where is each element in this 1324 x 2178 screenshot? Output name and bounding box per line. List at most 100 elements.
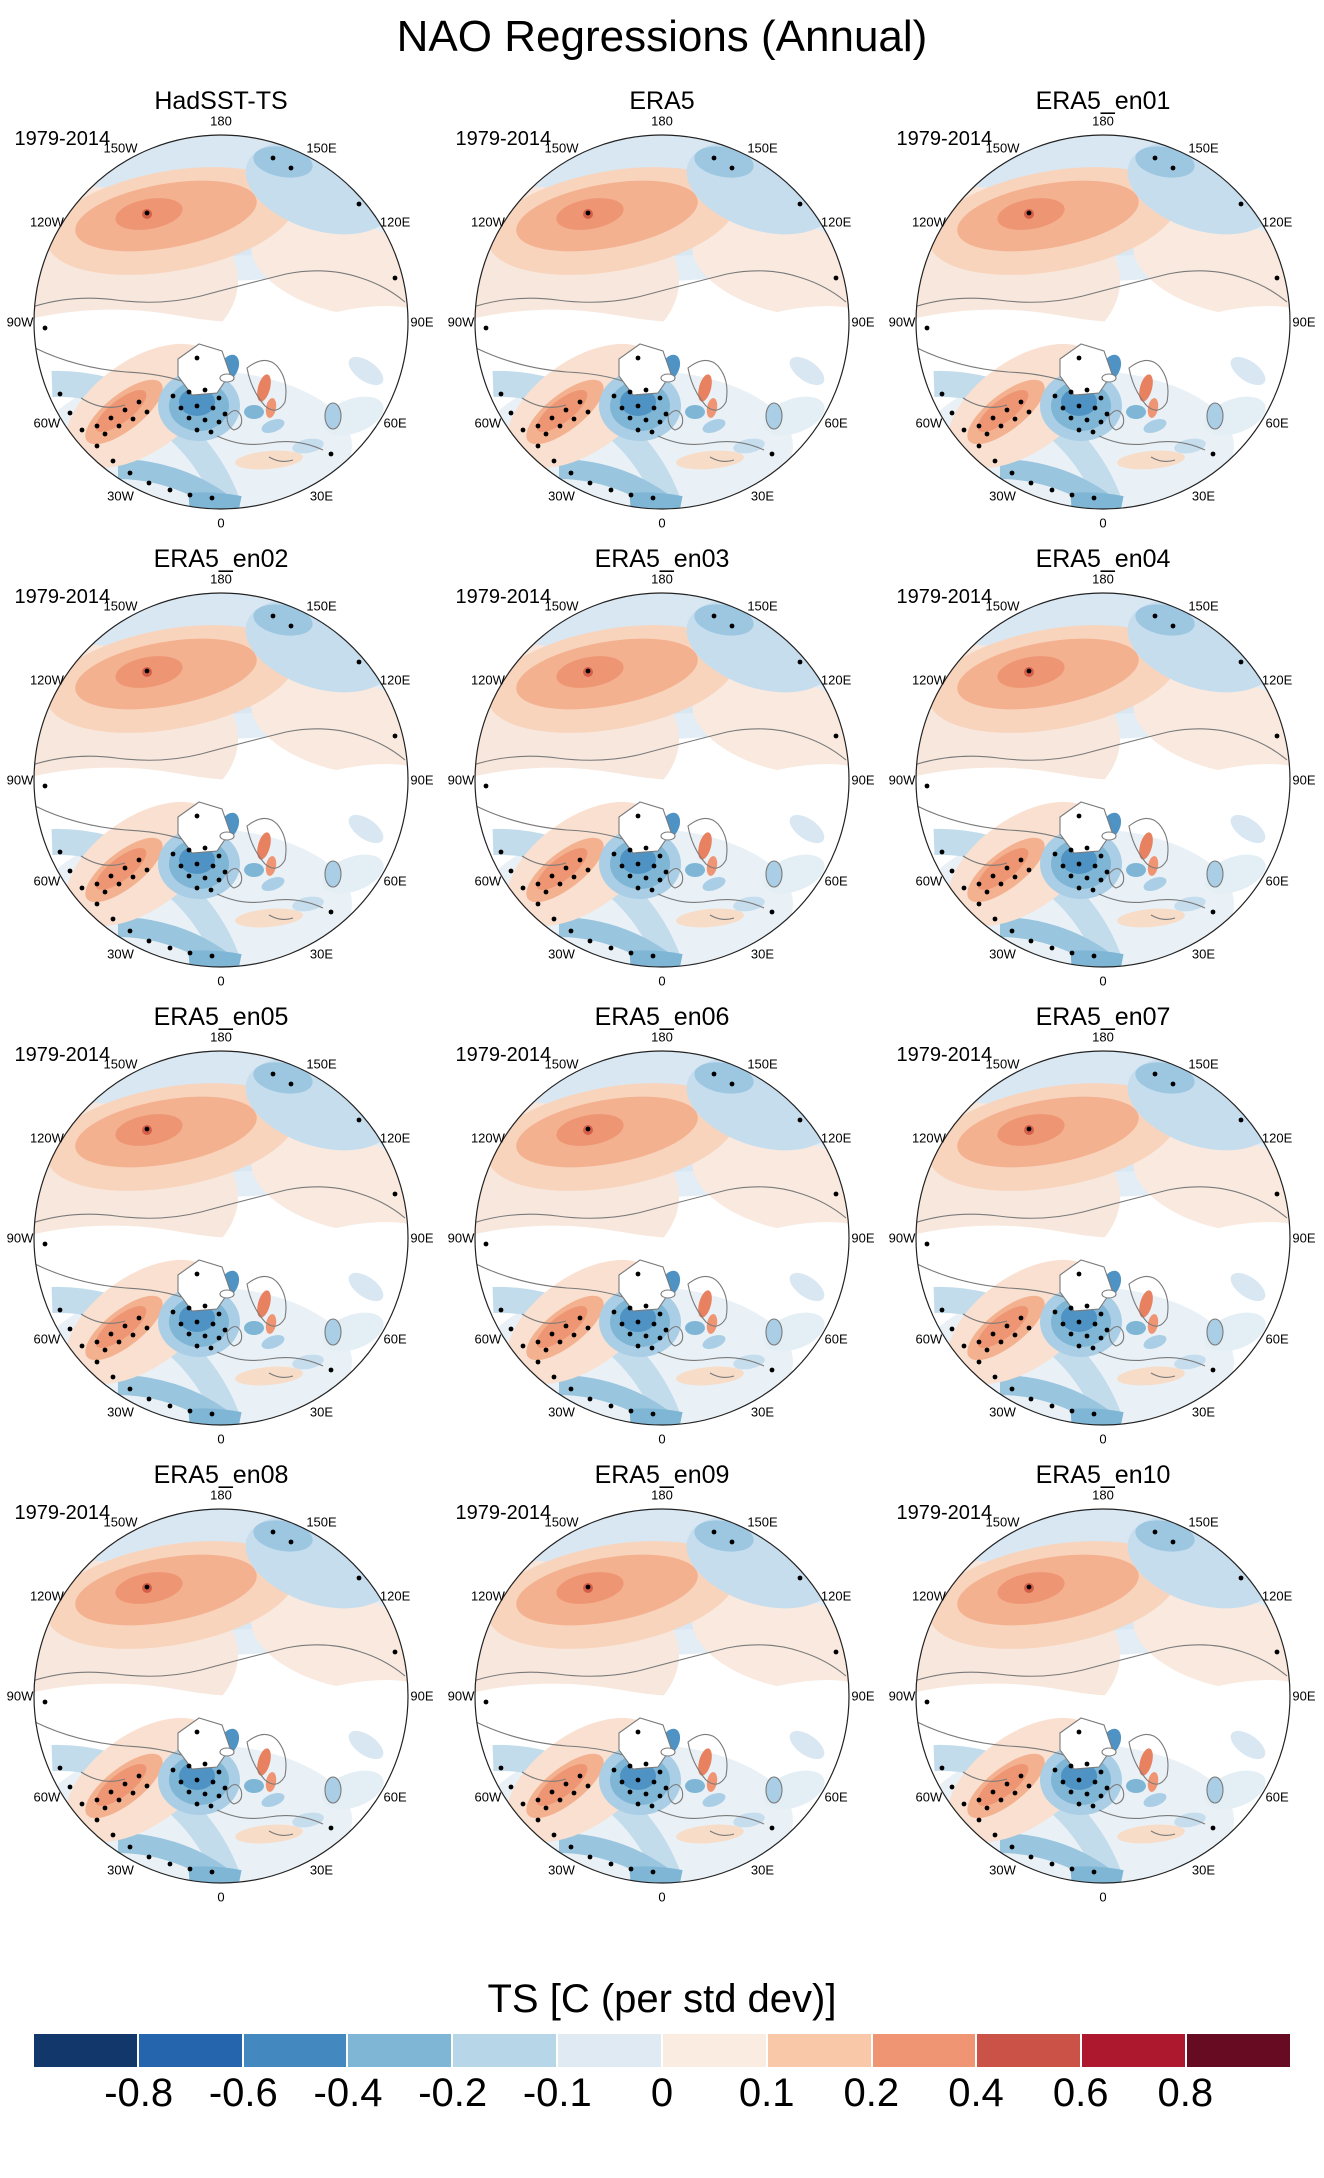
- longitude-label: 90W: [447, 1688, 475, 1704]
- longitude-label: 150E: [1188, 598, 1219, 614]
- colorbar-segment: [243, 2034, 349, 2067]
- longitude-label: 90E: [1292, 314, 1316, 330]
- polar-map: [21, 574, 421, 986]
- longitude-label: 0: [1099, 1889, 1107, 1905]
- longitude-label: 90W: [447, 314, 475, 330]
- longitude-label: 60W: [474, 1789, 502, 1804]
- longitude-label: 90W: [888, 314, 916, 330]
- longitude-label: 150W: [103, 140, 138, 156]
- longitude-label: 120W: [29, 1130, 64, 1145]
- colorbar-segment: [138, 2034, 244, 2067]
- colorbar-segment: [662, 2034, 768, 2067]
- period-label: 1979-2014: [455, 128, 552, 150]
- map-area: 1979-2014 180 150W 150E 120W 120E 90W 90E 60W 60…: [442, 572, 883, 989]
- longitude-label: 60W: [915, 415, 943, 430]
- longitude-label: 180: [651, 113, 673, 129]
- map-panel: ERA5_en10 1979-2014 180 150W 150E 120W 120E 9…: [883, 1460, 1324, 1918]
- colorbar-tick-label: 0.8: [1157, 2071, 1214, 2115]
- polar-map: [21, 1032, 421, 1444]
- longitude-label: 90W: [6, 1688, 34, 1704]
- longitude-label: 180: [210, 1487, 232, 1503]
- longitude-label: 120E: [1261, 214, 1293, 229]
- panel-title: HadSST-TS: [154, 87, 288, 115]
- longitude-label: 150W: [544, 598, 579, 614]
- colorbar-ticks: -0.8 -0.6 -0.4 -0.2 -0.1 0 0.1 0.2 0.4 0.6 0.8: [34, 2069, 1290, 2119]
- longitude-label: 30E: [309, 1404, 334, 1420]
- longitude-label: 150W: [985, 1056, 1020, 1072]
- period-label: 1979-2014: [896, 1502, 993, 1524]
- map-panel: ERA5_en05 1979-2014 180 150W 150E 120W 120E 9…: [1, 1002, 442, 1460]
- panel-title: ERA5_en09: [594, 1461, 730, 1489]
- longitude-label: 180: [210, 1029, 232, 1045]
- longitude-label: 0: [658, 973, 666, 989]
- longitude-label: 30W: [107, 946, 134, 962]
- polar-map: [21, 116, 421, 528]
- longitude-label: 30E: [309, 488, 334, 504]
- longitude-label: 90W: [6, 314, 34, 330]
- longitude-label: 180: [210, 113, 232, 129]
- colorbar-segment: [453, 2034, 559, 2067]
- figure-title: NAO Regressions (Annual): [396, 12, 928, 61]
- panel-title: ERA5_en07: [1035, 1003, 1171, 1031]
- longitude-label: 120E: [379, 672, 411, 687]
- longitude-label: 90E: [851, 772, 875, 788]
- longitude-label: 30E: [1191, 946, 1216, 962]
- longitude-label: 120W: [470, 214, 505, 229]
- longitude-label: 120E: [820, 1130, 852, 1145]
- longitude-label: 30W: [989, 1862, 1016, 1878]
- map-panel: ERA5_en02 1979-2014 180 150W 150E 120W 120E 9…: [1, 544, 442, 1002]
- panel-title: ERA5_en10: [1035, 1461, 1171, 1489]
- longitude-label: 90W: [6, 772, 34, 788]
- map-area: 1979-2014 180 150W 150E 120W 120E 90W 90E 60W 60…: [883, 1030, 1324, 1447]
- longitude-label: 150W: [103, 1056, 138, 1072]
- longitude-label: 0: [658, 515, 666, 531]
- longitude-label: 150E: [747, 1514, 778, 1530]
- longitude-label: 180: [1092, 571, 1114, 587]
- longitude-label: 60W: [33, 1331, 61, 1346]
- longitude-label: 30W: [989, 1404, 1016, 1420]
- colorbar-tick-label: -0.4: [313, 2071, 383, 2115]
- map-panel: ERA5_en03 1979-2014 180 150W 150E 120W 120E 9…: [442, 544, 883, 1002]
- longitude-label: 30E: [1191, 1862, 1216, 1878]
- longitude-label: 60E: [1265, 1331, 1289, 1346]
- longitude-label: 150E: [1188, 1514, 1219, 1530]
- longitude-label: 60E: [383, 1789, 407, 1804]
- map-panel: ERA5_en08 1979-2014 180 150W 150E 120W 120E 9…: [1, 1460, 442, 1918]
- longitude-label: 90E: [410, 772, 434, 788]
- colorbar: [34, 2034, 1290, 2067]
- colorbar-tick-label: 0.6: [1052, 2071, 1109, 2115]
- map-panel: ERA5_en01 1979-2014 180 150W 150E 120W 120E 9…: [883, 86, 1324, 544]
- colorbar-tick-label: 0.4: [948, 2071, 1004, 2115]
- longitude-label: 30E: [750, 1862, 775, 1878]
- longitude-label: 90E: [1292, 772, 1316, 788]
- longitude-label: 0: [1099, 973, 1107, 989]
- longitude-label: 60E: [824, 415, 848, 430]
- colorbar-segment: [872, 2034, 978, 2067]
- longitude-label: 150E: [306, 1514, 337, 1530]
- longitude-label: 0: [658, 1889, 666, 1905]
- polar-map: [903, 1032, 1303, 1444]
- longitude-label: 30W: [107, 1404, 134, 1420]
- longitude-label: 120E: [1261, 672, 1293, 687]
- longitude-label: 120E: [820, 672, 852, 687]
- longitude-label: 60E: [824, 873, 848, 888]
- period-label: 1979-2014: [14, 128, 111, 150]
- longitude-label: 120E: [1261, 1588, 1293, 1603]
- longitude-label: 180: [651, 1487, 673, 1503]
- longitude-label: 120W: [470, 1130, 505, 1145]
- colorbar-tick-label: -0.2: [418, 2071, 488, 2115]
- longitude-label: 0: [1099, 1431, 1107, 1447]
- map-area: 1979-2014 180 150W 150E 120W 120E 90W 90E 60W 60…: [442, 1487, 883, 1905]
- longitude-label: 0: [658, 1431, 666, 1447]
- longitude-label: 60W: [474, 873, 502, 888]
- map-panel: ERA5 1979-2014 180 150W 150E 120W 120E 90W 90E…: [442, 86, 883, 544]
- map-area: 1979-2014 180 150W 150E 120W 120E 90W 90E 60W 60…: [883, 114, 1324, 531]
- longitude-label: 150W: [985, 598, 1020, 614]
- longitude-label: 180: [1092, 1487, 1114, 1503]
- longitude-label: 90E: [851, 1230, 875, 1246]
- longitude-label: 150W: [985, 140, 1020, 156]
- longitude-label: 30E: [750, 1404, 775, 1420]
- longitude-label: 30W: [107, 1862, 134, 1878]
- longitude-label: 120W: [29, 672, 64, 687]
- longitude-label: 90W: [447, 1230, 475, 1246]
